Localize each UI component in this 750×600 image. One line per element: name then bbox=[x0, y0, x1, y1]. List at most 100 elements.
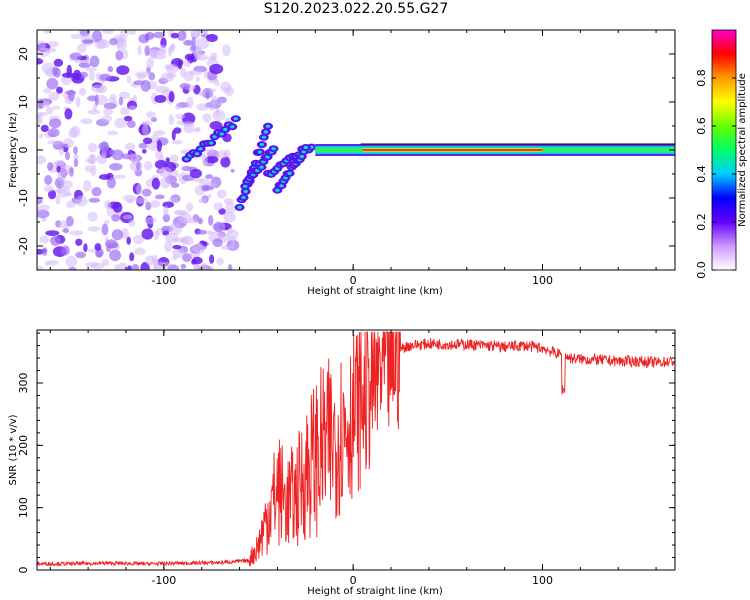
noise-blob bbox=[206, 34, 218, 42]
branch-core bbox=[237, 205, 242, 209]
noise-blob bbox=[218, 99, 223, 107]
signal-red bbox=[362, 149, 543, 151]
noise-blob bbox=[184, 53, 195, 61]
noise-blob bbox=[109, 37, 118, 46]
noise-blob bbox=[37, 58, 44, 65]
noise-blob bbox=[143, 160, 153, 171]
x-axis-label: Height of straight line (km) bbox=[307, 286, 443, 297]
noise-blob bbox=[208, 214, 214, 226]
noise-blob bbox=[155, 149, 163, 161]
noise-blob bbox=[142, 149, 147, 154]
noise-blob bbox=[227, 264, 233, 270]
noise-blob bbox=[88, 197, 101, 203]
noise-blob bbox=[128, 219, 136, 227]
noise-blob bbox=[177, 60, 183, 70]
noise-blob bbox=[101, 115, 112, 123]
noise-blob bbox=[128, 105, 137, 111]
noise-blob bbox=[186, 96, 194, 109]
noise-blob bbox=[198, 218, 203, 225]
noise-blob bbox=[205, 156, 219, 164]
noise-blob bbox=[43, 185, 54, 193]
noise-blob bbox=[141, 188, 152, 197]
noise-blob bbox=[175, 113, 186, 120]
branch-core bbox=[223, 127, 228, 132]
noise-blob bbox=[112, 201, 123, 213]
noise-blob bbox=[78, 62, 91, 69]
noise-blob bbox=[214, 221, 224, 233]
noise-blob bbox=[120, 107, 130, 115]
noise-blob bbox=[37, 196, 43, 205]
noise-blob bbox=[106, 206, 114, 217]
noise-blob bbox=[118, 96, 124, 106]
noise-blob bbox=[93, 103, 98, 113]
noise-blob bbox=[91, 84, 104, 93]
noise-blob bbox=[58, 220, 68, 229]
y-tick-label: 10 bbox=[17, 95, 30, 109]
branch-core bbox=[261, 135, 267, 139]
branch-core bbox=[241, 195, 246, 200]
noise-blob bbox=[79, 71, 88, 79]
noise-blob bbox=[205, 174, 214, 180]
noise-blob bbox=[171, 139, 183, 145]
noise-blob bbox=[56, 86, 63, 94]
noise-blob bbox=[189, 168, 202, 179]
noise-blob bbox=[173, 127, 182, 134]
noise-blob bbox=[48, 189, 57, 200]
branch-core bbox=[198, 147, 203, 151]
noise-blob bbox=[135, 197, 148, 205]
noise-blob bbox=[90, 164, 97, 177]
noise-blob bbox=[96, 72, 101, 82]
noise-blob bbox=[207, 193, 212, 199]
noise-blob bbox=[88, 71, 95, 81]
noise-blob bbox=[151, 177, 160, 190]
noise-blob bbox=[48, 118, 62, 129]
noise-blob bbox=[210, 266, 215, 270]
y-tick-label: 0 bbox=[17, 567, 30, 574]
branch-core bbox=[233, 117, 238, 121]
noise-blob bbox=[193, 50, 202, 60]
noise-blob bbox=[146, 58, 154, 69]
noise-blob bbox=[102, 108, 113, 116]
noise-blob bbox=[133, 234, 144, 245]
noise-blob bbox=[179, 236, 190, 244]
noise-blob bbox=[69, 167, 74, 177]
noise-blob bbox=[163, 205, 169, 216]
noise-blob bbox=[50, 235, 61, 246]
noise-blob bbox=[153, 130, 166, 136]
noise-blob bbox=[150, 200, 161, 208]
noise-blob bbox=[39, 235, 50, 244]
noise-blob bbox=[182, 121, 195, 127]
heatmap-cells bbox=[37, 30, 675, 270]
noise-blob bbox=[66, 64, 73, 77]
noise-blob bbox=[87, 226, 101, 232]
noise-blob bbox=[145, 31, 155, 40]
x-tick-label: -100 bbox=[151, 574, 176, 587]
branch-core bbox=[230, 125, 235, 129]
noise-blob bbox=[223, 211, 237, 223]
noise-blob bbox=[98, 174, 111, 180]
noise-blob bbox=[42, 101, 51, 108]
noise-blob bbox=[172, 244, 182, 250]
snr-panel: -100 0 100 0 100 200 300 Height of straight lin… bbox=[8, 329, 676, 597]
branch-core bbox=[259, 165, 264, 169]
noise-blob bbox=[181, 165, 193, 172]
noise-blob bbox=[47, 162, 54, 171]
noise-blob bbox=[153, 230, 159, 241]
noise-blob bbox=[57, 186, 71, 198]
noise-blob bbox=[46, 107, 54, 115]
colorbar-label: Normalized spectral amplitude bbox=[737, 73, 748, 227]
noise-blob bbox=[47, 128, 60, 138]
branch-core bbox=[287, 171, 292, 175]
noise-blob bbox=[37, 40, 46, 51]
noise-blob bbox=[168, 223, 183, 236]
noise-blob bbox=[168, 91, 175, 103]
noise-blob bbox=[69, 230, 84, 236]
x-tick-label: 0 bbox=[350, 574, 357, 587]
noise-blob bbox=[181, 112, 196, 125]
noise-blob bbox=[202, 113, 212, 123]
x-axis-label: Height of straight line (km) bbox=[307, 586, 443, 597]
noise-blob bbox=[107, 130, 119, 136]
noise-blob bbox=[90, 262, 105, 270]
